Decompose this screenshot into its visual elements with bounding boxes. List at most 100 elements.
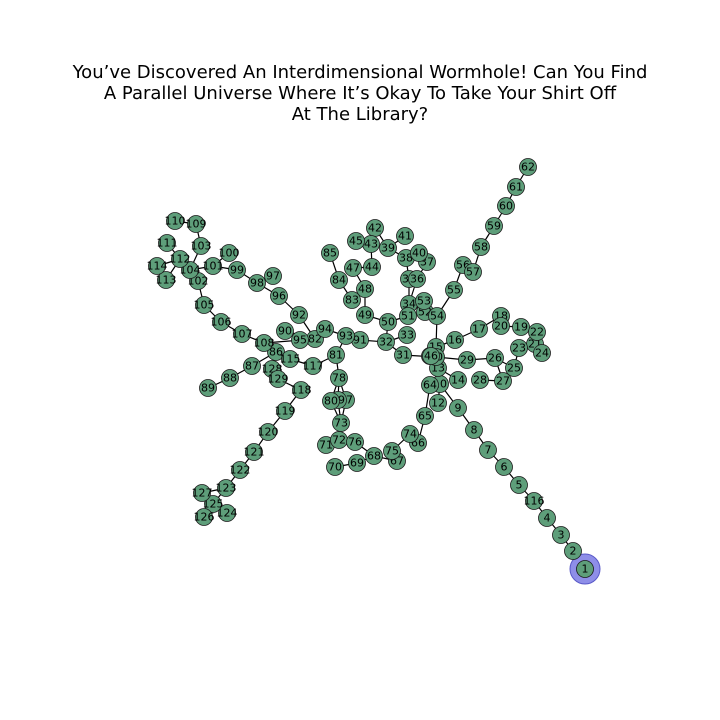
- node-126[interactable]: 126: [194, 508, 215, 526]
- node-circle-127[interactable]: [193, 484, 211, 502]
- node-circle-49[interactable]: [356, 306, 374, 324]
- node-circle-84[interactable]: [330, 271, 348, 289]
- node-circle-47[interactable]: [344, 259, 362, 277]
- node-circle-121[interactable]: [245, 443, 263, 461]
- node-circle-29[interactable]: [458, 351, 476, 369]
- node-circle-103[interactable]: [192, 237, 210, 255]
- node-49[interactable]: 49: [356, 306, 374, 324]
- node-circle-64[interactable]: [421, 376, 439, 394]
- node-53[interactable]: 53: [415, 292, 433, 310]
- node-circle-123[interactable]: [217, 479, 235, 497]
- node-circle-61[interactable]: [507, 178, 525, 196]
- node-circle-24[interactable]: [533, 344, 551, 362]
- node-circle-48[interactable]: [356, 280, 374, 298]
- node-circle-119[interactable]: [276, 402, 294, 420]
- node-circle-12[interactable]: [429, 394, 447, 412]
- node-50[interactable]: 50: [379, 313, 397, 331]
- node-72[interactable]: 72: [330, 431, 348, 449]
- node-circle-19[interactable]: [512, 318, 530, 336]
- node-119[interactable]: 119: [275, 402, 296, 420]
- node-80[interactable]: 80: [322, 392, 340, 410]
- node-circle-58[interactable]: [472, 238, 490, 256]
- node-36[interactable]: 36: [408, 270, 426, 288]
- node-circle-96[interactable]: [270, 287, 288, 305]
- node-110[interactable]: 110: [165, 212, 186, 230]
- node-48[interactable]: 48: [356, 280, 374, 298]
- node-74[interactable]: 74: [401, 425, 419, 443]
- node-circle-23[interactable]: [510, 339, 528, 357]
- node-123[interactable]: 123: [216, 479, 237, 497]
- node-circle-26[interactable]: [486, 349, 504, 367]
- node-69[interactable]: 69: [348, 454, 366, 472]
- node-circle-122[interactable]: [231, 461, 249, 479]
- node-circle-55[interactable]: [445, 281, 463, 299]
- node-circle-8[interactable]: [465, 421, 483, 439]
- node-64[interactable]: 64: [421, 376, 439, 394]
- node-4[interactable]: 4: [538, 509, 556, 527]
- node-1[interactable]: 1: [569, 553, 601, 585]
- node-circle-125[interactable]: [204, 495, 222, 513]
- node-5[interactable]: 5: [510, 476, 528, 494]
- node-124[interactable]: 124: [217, 504, 238, 522]
- node-circle-101[interactable]: [204, 257, 222, 275]
- node-55[interactable]: 55: [445, 281, 463, 299]
- node-circle-17[interactable]: [470, 320, 488, 338]
- node-62[interactable]: 62: [519, 158, 537, 176]
- node-circle-107[interactable]: [233, 325, 251, 343]
- node-114[interactable]: 114: [147, 257, 168, 275]
- node-circle-25[interactable]: [505, 359, 523, 377]
- node-46[interactable]: 46: [422, 347, 440, 365]
- node-circle-118[interactable]: [292, 381, 310, 399]
- node-47[interactable]: 47: [344, 259, 362, 277]
- node-circle-109[interactable]: [187, 215, 205, 233]
- node-85[interactable]: 85: [321, 244, 339, 262]
- node-31[interactable]: 31: [394, 346, 412, 364]
- node-circle-9[interactable]: [449, 399, 467, 417]
- node-circle-120[interactable]: [259, 423, 277, 441]
- node-circle-112[interactable]: [171, 250, 189, 268]
- node-circle-33[interactable]: [398, 326, 416, 344]
- node-circle-99[interactable]: [228, 261, 246, 279]
- node-circle-39[interactable]: [379, 239, 397, 257]
- node-circle-46[interactable]: [422, 347, 440, 365]
- node-2[interactable]: 2: [564, 542, 582, 560]
- node-76[interactable]: 76: [346, 433, 364, 451]
- node-circle-28[interactable]: [471, 371, 489, 389]
- node-90[interactable]: 90: [276, 322, 294, 340]
- node-circle-92[interactable]: [290, 306, 308, 324]
- node-circle-1[interactable]: [576, 560, 594, 578]
- node-75[interactable]: 75: [383, 442, 401, 460]
- node-circle-70[interactable]: [326, 458, 344, 476]
- node-107[interactable]: 107: [232, 325, 253, 343]
- node-95[interactable]: 95: [291, 331, 309, 349]
- node-circle-2[interactable]: [564, 542, 582, 560]
- node-circle-3[interactable]: [552, 526, 570, 544]
- node-circle-110[interactable]: [166, 212, 184, 230]
- node-43[interactable]: 43: [362, 235, 380, 253]
- node-circle-14[interactable]: [449, 371, 467, 389]
- node-circle-65[interactable]: [416, 407, 434, 425]
- node-28[interactable]: 28: [471, 371, 489, 389]
- node-99[interactable]: 99: [228, 261, 246, 279]
- node-circle-4[interactable]: [538, 509, 556, 527]
- node-circle-115[interactable]: [281, 350, 299, 368]
- node-circle-51[interactable]: [399, 307, 417, 325]
- node-81[interactable]: 81: [327, 346, 345, 364]
- node-26[interactable]: 26: [486, 349, 504, 367]
- node-16[interactable]: 16: [446, 331, 464, 349]
- node-circle-116[interactable]: [525, 492, 543, 510]
- node-116[interactable]: 116: [524, 492, 545, 510]
- node-83[interactable]: 83: [343, 291, 361, 309]
- node-6[interactable]: 6: [495, 458, 513, 476]
- node-68[interactable]: 68: [365, 447, 383, 465]
- node-circle-20[interactable]: [492, 317, 510, 335]
- node-33[interactable]: 33: [398, 326, 416, 344]
- node-51[interactable]: 51: [399, 307, 417, 325]
- node-70[interactable]: 70: [326, 458, 344, 476]
- node-54[interactable]: 54: [428, 307, 446, 325]
- node-circle-27[interactable]: [494, 372, 512, 390]
- node-circle-74[interactable]: [401, 425, 419, 443]
- node-14[interactable]: 14: [449, 371, 467, 389]
- node-circle-75[interactable]: [383, 442, 401, 460]
- node-100[interactable]: 100: [219, 244, 240, 262]
